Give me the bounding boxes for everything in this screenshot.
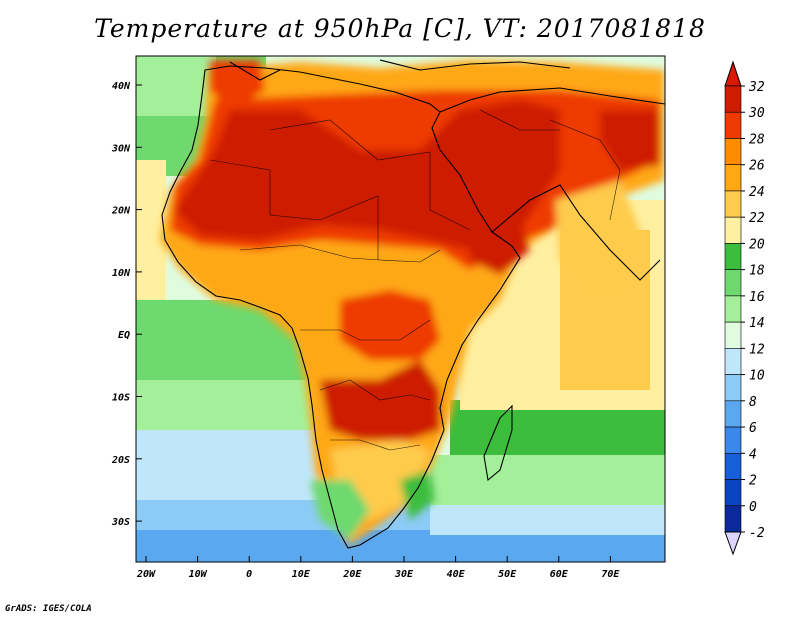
country-borders: [209, 109, 621, 451]
colorbar-label: 24: [749, 185, 765, 200]
colorbar-label: 26: [749, 159, 765, 174]
colorbar-segment: [724, 85, 742, 113]
colorbar-label: 4: [749, 447, 757, 462]
chart-title: Temperature at 950hPa [C], VT: 201708181…: [94, 14, 706, 43]
lon-label: 30E: [394, 569, 414, 580]
colorbar-segment: [724, 216, 742, 244]
colorbar-segment: [724, 321, 742, 349]
colorbar-top-arrow: [724, 60, 742, 87]
lon-label: 20E: [342, 569, 362, 580]
colorbar-label: 28: [749, 132, 765, 147]
lat-label: 40N: [112, 81, 131, 92]
colorbar-segment: [724, 426, 742, 454]
lon-label: 40E: [447, 569, 466, 580]
colorbar-segment: [724, 164, 742, 192]
coastlines: [161, 59, 665, 549]
lon-label: 10E: [292, 569, 311, 580]
lat-label: 20S: [111, 455, 130, 466]
lon-label: 60E: [550, 569, 569, 580]
colorbar-segment: [724, 505, 742, 533]
colorbar-segment: [724, 400, 742, 428]
colorbar-label: 22: [749, 211, 765, 226]
colorbar-label: 20: [749, 237, 765, 252]
colorbar-segment: [724, 269, 742, 297]
colorbar-segment: [724, 348, 742, 375]
colorbar-label: 16: [749, 290, 765, 305]
colorbar-label: 0: [749, 500, 757, 515]
lat-label: EQ: [118, 330, 130, 341]
colorbar-label: 6: [749, 421, 757, 436]
lat-label: 30N: [111, 143, 131, 154]
lat-label: 10S: [112, 393, 130, 404]
colorbar-label: 32: [748, 80, 765, 95]
colorbar-label: 12: [749, 342, 765, 357]
colorbar-label: 30: [748, 106, 765, 121]
lon-label: 20W: [136, 569, 156, 580]
colorbar-segment: [724, 111, 742, 139]
lon-label: 10W: [189, 569, 208, 580]
colorbar-label: 18: [749, 264, 765, 279]
lon-label: 50E: [498, 569, 517, 580]
lat-label: 20N: [111, 206, 131, 217]
colorbar-segment: [724, 295, 742, 323]
colorbar-segment: [724, 190, 742, 218]
colorbar-segment: [724, 374, 742, 402]
map-frame: [135, 55, 666, 563]
colorbar: [724, 60, 742, 556]
colorbar-segment: [724, 479, 742, 507]
colorbar-label: 14: [749, 316, 765, 331]
colorbar-label: 2: [749, 474, 757, 489]
colorbar-label: 10: [749, 369, 765, 384]
colorbar-label: 8: [749, 395, 757, 410]
colorbar-segment: [724, 138, 742, 166]
lon-label: 70E: [601, 569, 620, 580]
colorbar-label: -2: [749, 526, 765, 541]
lon-label: 0: [246, 569, 252, 580]
latitude-labels: 40N 30N 20N 10N EQ 10S 20S 30S: [111, 81, 142, 528]
lat-label: 10N: [112, 268, 131, 279]
longitude-labels: 20W 10W 0 10E 20E 30E 40E 50E 60E 70E: [136, 556, 620, 580]
temperature-field: [136, 56, 665, 562]
lat-label: 30S: [111, 517, 130, 528]
credit-text: GrADS: IGES/COLA: [5, 604, 92, 614]
colorbar-bottom-arrow: [724, 531, 742, 556]
colorbar-segment: [724, 243, 742, 270]
colorbar-segment: [724, 452, 742, 480]
